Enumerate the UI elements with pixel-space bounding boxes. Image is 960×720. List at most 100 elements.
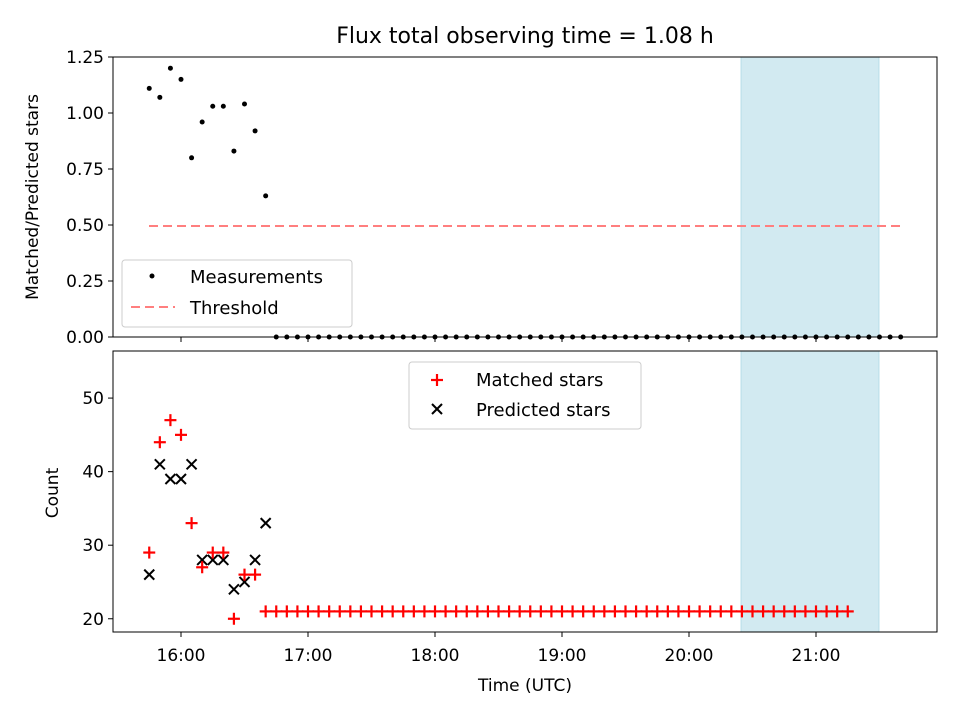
- count-y-tick-label: 50: [82, 389, 104, 409]
- chart-title: Flux total observing time = 1.08 h: [336, 24, 714, 49]
- measurement-point: [220, 103, 226, 109]
- count-legend-box: [408, 361, 642, 430]
- legend-threshold-label: Threshold: [189, 298, 279, 319]
- matched-point: [788, 605, 801, 618]
- x-axis-label: Time (UTC): [477, 676, 572, 696]
- measurement-point: [231, 148, 237, 154]
- count-y-tick-label: 40: [82, 463, 104, 483]
- predicted-point: [154, 458, 166, 470]
- matched-point: [418, 605, 431, 618]
- measurement-point: [167, 65, 173, 71]
- count-x-ticks: 16:00 17:00 18:00 19:00 20:00 21:00: [157, 632, 841, 666]
- matched-point: [481, 605, 494, 618]
- matched-point: [778, 605, 791, 618]
- matched-point: [143, 546, 156, 559]
- matched-point: [524, 605, 537, 618]
- matched-point: [291, 605, 304, 618]
- predicted-point: [249, 554, 261, 566]
- legend-measurement-marker: [149, 273, 155, 279]
- matched-point: [757, 605, 770, 618]
- matched-point: [619, 605, 632, 618]
- measurement-point: [178, 76, 184, 82]
- matched-point: [196, 561, 209, 574]
- matched-point: [471, 605, 484, 618]
- legend-matched-marker: [431, 374, 443, 386]
- matched-point: [227, 612, 240, 625]
- ratio-y-tick-label: 1.00: [66, 104, 104, 124]
- matched-point: [534, 605, 547, 618]
- matched-point: [640, 605, 653, 618]
- count-y-tick-label: 30: [82, 536, 104, 556]
- predicted-point: [185, 458, 198, 470]
- matched-point: [439, 605, 452, 618]
- matched-point: [323, 605, 336, 618]
- predicted-point: [196, 554, 208, 566]
- count-x-tick-label: 20:00: [665, 646, 714, 666]
- ratio-y-tick-label: 1.25: [66, 48, 104, 68]
- matched-point: [312, 605, 325, 618]
- count-x-tick-label: 16:00: [157, 646, 206, 666]
- matched-point: [397, 605, 410, 618]
- ratio-shaded-span: [740, 56, 880, 338]
- matched-point: [566, 605, 579, 618]
- matched-point: [344, 605, 357, 618]
- matched-point: [365, 605, 378, 618]
- count-x-tick-label: 17:00: [284, 646, 333, 666]
- predicted-point: [143, 568, 155, 581]
- matched-point: [746, 605, 759, 618]
- ratio-y-tick-label: 0.00: [66, 328, 104, 348]
- matched-point: [810, 605, 822, 618]
- count-x-tick-label: 21:00: [792, 646, 841, 666]
- ratio-x-ticks: [180, 337, 817, 342]
- count-x-tick-label: 19:00: [538, 646, 587, 666]
- predicted-points: [143, 458, 272, 596]
- matched-point: [651, 605, 664, 618]
- measurement-point: [252, 128, 258, 134]
- matched-point: [429, 605, 441, 618]
- matched-point: [831, 605, 844, 618]
- matched-point: [767, 605, 780, 618]
- measurement-point: [157, 94, 163, 100]
- measurement-point: [210, 103, 216, 109]
- legend-matched-label: Matched stars: [476, 370, 603, 391]
- predicted-point: [175, 473, 187, 485]
- matched-point: [672, 605, 685, 618]
- ratio-y-tick-label: 0.25: [66, 272, 104, 292]
- matched-point: [376, 605, 389, 618]
- matched-point: [587, 605, 600, 618]
- matched-point: [545, 605, 558, 618]
- matched-point: [270, 605, 283, 618]
- legend-measurements-label: Measurements: [190, 267, 323, 288]
- predicted-point: [259, 517, 272, 529]
- count-plot-frame: [112, 350, 938, 633]
- ratio-legend-box: [121, 259, 353, 328]
- matched-point: [841, 605, 854, 618]
- ratio-y-axis-label: Matched/Predicted stars: [23, 94, 43, 300]
- matched-point: [185, 517, 198, 530]
- matched-point: [407, 605, 420, 618]
- count-shaded-span: [740, 350, 880, 633]
- matched-point: [333, 605, 346, 618]
- predicted-point: [238, 576, 251, 588]
- ratio-legend: Measurements Threshold: [121, 259, 353, 328]
- matched-point: [820, 605, 833, 618]
- matched-point: [608, 605, 621, 618]
- matched-point: [725, 605, 738, 618]
- matched-point: [302, 605, 314, 618]
- count-x-tick-label: 18:00: [411, 646, 460, 666]
- matched-point: [503, 605, 516, 618]
- count-legend: Matched stars Predicted stars: [408, 361, 642, 430]
- matched-point: [735, 605, 748, 618]
- matched-point: [259, 605, 272, 618]
- ratio-y-tick-label: 0.75: [66, 160, 104, 180]
- predicted-point: [207, 554, 219, 566]
- ratio-plot-frame: [112, 56, 938, 338]
- matched-point: [598, 605, 611, 618]
- ratio-y-ticks: 0.00 0.25 0.50 0.75 1.00 1.25: [66, 48, 113, 348]
- measurement-point: [146, 85, 152, 91]
- matched-point: [153, 436, 166, 449]
- matched-point: [661, 605, 674, 618]
- matched-point: [630, 605, 643, 618]
